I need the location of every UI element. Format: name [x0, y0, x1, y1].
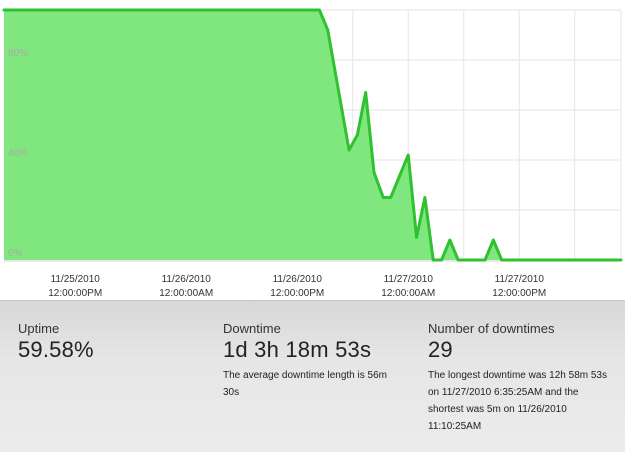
x-tick-date-label: 11/25/2010	[51, 274, 101, 285]
downtimes-value: 29	[428, 337, 453, 362]
downtime-value: 1d 3h 18m 53s	[223, 337, 372, 362]
x-tick-date-label: 11/27/2010	[384, 274, 434, 285]
y-tick-label: 40%	[8, 148, 28, 159]
stats-panel: Uptime 59.58% Downtime 1d 3h 18m 53s The…	[0, 300, 625, 452]
downtimes-label: Number of downtimes	[428, 321, 555, 336]
x-tick-date-label: 11/27/2010	[495, 274, 545, 285]
x-tick-time-label: 12:00:00PM	[270, 288, 324, 299]
downtime-label: Downtime	[223, 321, 281, 336]
downtimes-stat: Number of downtimes 29 The longest downt…	[428, 321, 613, 435]
uptime-line	[2, 8, 623, 262]
downtime-extremes-note: The longest downtime was 12h 58m 53s on …	[428, 370, 607, 432]
x-tick-time-label: 12:00:00PM	[48, 288, 102, 299]
x-tick-date-label: 11/26/2010	[162, 274, 212, 285]
uptime-chart-svg: 0% 40% 80% 11/25/2010 12:00:00PM 11/26/2010 1…	[2, 8, 623, 299]
x-tick-date-label: 11/26/2010	[273, 274, 323, 285]
uptime-label: Uptime	[18, 321, 60, 336]
x-tick-time-label: 12:00:00AM	[159, 288, 213, 299]
uptime-value: 59.58%	[18, 337, 94, 362]
y-tick-label: 80%	[8, 48, 28, 59]
x-tick-time-label: 12:00:00AM	[381, 288, 435, 299]
average-downtime-note: The average downtime length is 56m 30s	[223, 370, 387, 398]
x-tick-time-label: 12:00:00PM	[492, 288, 546, 299]
uptime-stat: Uptime 59.58%	[18, 321, 198, 363]
uptime-area	[4, 10, 621, 260]
downtime-stat: Downtime 1d 3h 18m 53s The average downt…	[223, 321, 403, 401]
y-tick-label: 0%	[8, 248, 23, 259]
uptime-chart: 0% 40% 80% 11/25/2010 12:00:00PM 11/26/2010 1…	[2, 8, 623, 299]
